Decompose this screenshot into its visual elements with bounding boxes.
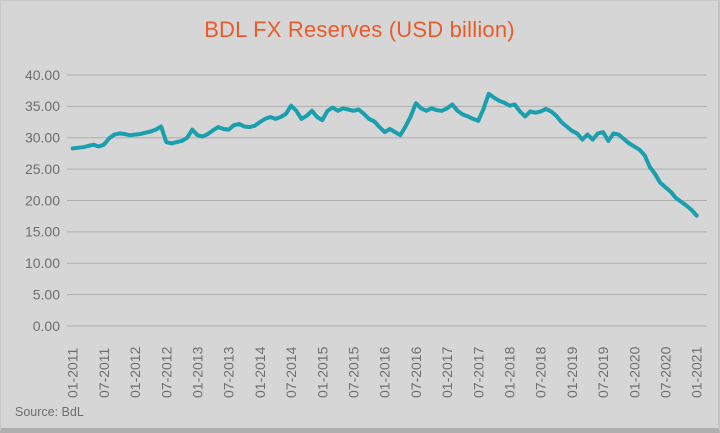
x-tick-label: 01-2020 [626, 346, 642, 398]
x-tick-label: 01-2016 [377, 346, 393, 398]
x-tick-label: 07-2011 [96, 347, 112, 398]
y-tick-label: 5.00 [33, 286, 60, 302]
y-tick-label: 35.00 [25, 98, 60, 114]
x-tick-label: 07-2019 [595, 346, 611, 398]
y-axis-tick-labels: 40.00 35.00 30.00 25.00 20.00 15.00 10.00 5.00 0… [25, 67, 60, 334]
chart-title: BDL FX Reserves (USD billion) [204, 17, 515, 42]
y-tick-label: 10.00 [25, 255, 60, 271]
x-tick-label: 07-2014 [283, 346, 299, 398]
y-tick-label: 30.00 [25, 130, 60, 146]
x-tick-label: 01-2011 [65, 347, 81, 398]
x-tick-label: 01-2012 [127, 346, 143, 398]
x-axis-tick-labels: 01-2011 07-2011 01-2012 07-2012 01-2013 07-20… [65, 346, 705, 398]
x-tick-label: 01-2017 [439, 346, 455, 398]
x-tick-label: 01-2015 [314, 346, 330, 398]
y-tick-label: 20.00 [25, 192, 60, 208]
y-tick-label: 0.00 [33, 318, 60, 334]
y-tick-label: 25.00 [25, 161, 60, 177]
source-note: Source: BdL [15, 405, 84, 419]
gridlines [67, 74, 707, 327]
x-tick-label: 01-2013 [190, 346, 206, 398]
x-tick-label: 07-2020 [658, 346, 674, 398]
x-tick-label: 07-2012 [158, 346, 174, 398]
x-tick-label: 07-2017 [470, 346, 486, 398]
x-tick-label: 01-2014 [252, 346, 268, 398]
x-tick-label: 07-2016 [408, 346, 424, 398]
reserves-series-line [70, 91, 699, 218]
y-tick-label: 40.00 [25, 67, 60, 83]
x-tick-label: 07-2015 [346, 346, 362, 398]
x-tick-label: 01-2019 [564, 346, 580, 398]
x-tick-label: 01-2021 [689, 346, 705, 398]
x-tick-label: 07-2018 [533, 346, 549, 398]
y-tick-label: 15.00 [25, 224, 60, 240]
x-tick-label: 07-2013 [221, 346, 237, 398]
x-tick-label: 01-2018 [502, 346, 518, 398]
